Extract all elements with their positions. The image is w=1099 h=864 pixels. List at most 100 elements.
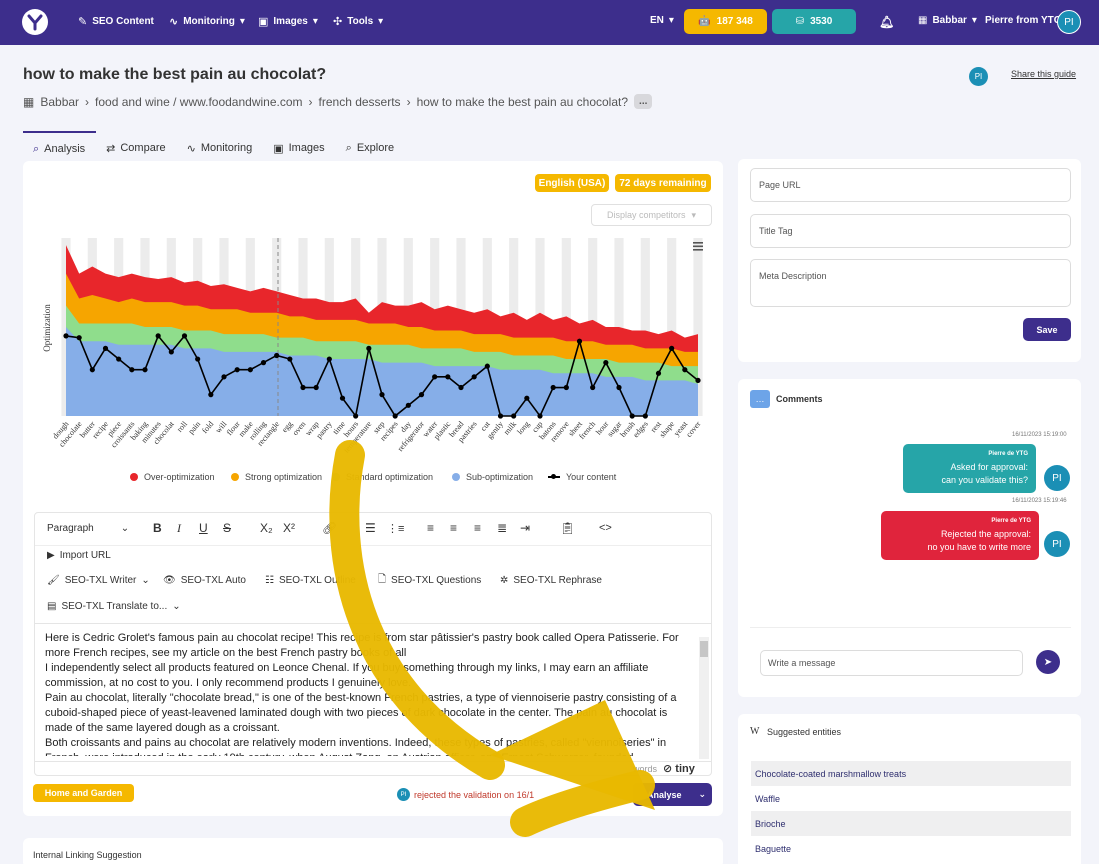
message-placeholder: Write a message	[768, 658, 836, 668]
app-logo[interactable]	[22, 9, 48, 35]
tiny-logo[interactable]: ⊘ tiny	[663, 763, 695, 775]
x-tick-label: edges	[631, 420, 650, 440]
legend-standard[interactable]: Standard optimization	[332, 472, 433, 482]
seo-writer-button[interactable]: 🖌︎ SEO-TXL Writer ⌄	[47, 575, 150, 586]
breadcrumb-item[interactable]: Babbar	[40, 94, 80, 109]
seo-auto-button[interactable]: 👁︎ SEO-TXL Auto	[163, 575, 246, 586]
tab-label: Analysis	[44, 143, 86, 155]
wikipedia-icon: W	[750, 726, 760, 737]
chevron-right-icon: ›	[85, 94, 90, 109]
chart-band	[667, 238, 677, 416]
nav-tools[interactable]: ✣ Tools ▾	[333, 15, 383, 28]
user-menu[interactable]: Pierre from YTG	[985, 15, 1062, 26]
content-point	[524, 395, 530, 401]
chevron-down-icon: ⌄	[172, 600, 181, 612]
seo-rephrase-button[interactable]: ✲ SEO-TXL Rephrase	[500, 575, 602, 586]
align-justify-icon[interactable]: ≣	[497, 521, 508, 535]
tab-explore[interactable]: ⌕ Explore	[336, 131, 405, 161]
legend-label: Your content	[566, 472, 617, 482]
entity-item[interactable]: Chocolate-coated marshmallow treats	[751, 761, 1071, 786]
meta-description-input[interactable]: Meta Description	[750, 259, 1071, 307]
editor-paragraph: Here is Cedric Grolet's famous pain au c…	[45, 632, 679, 659]
align-right-icon[interactable]: ≡	[474, 521, 482, 535]
indent-icon[interactable]: ⇥	[520, 521, 531, 535]
content-point	[260, 360, 267, 366]
comment-author: Pierre de YTG	[991, 518, 1031, 524]
entities-card	[738, 714, 1081, 864]
share-guide-link[interactable]: Share this guide	[1011, 69, 1077, 79]
message-input[interactable]: Write a message	[760, 650, 1023, 676]
comments-icon: …	[750, 390, 770, 408]
translate-icon: ▤	[47, 600, 57, 612]
breadcrumb-item[interactable]: food and wine / www.foodandwine.com	[95, 94, 303, 109]
nav-images[interactable]: ▣ Images ▾	[258, 15, 318, 28]
numbered-list-icon[interactable]: ⋮≡	[387, 522, 405, 535]
display-competitors-button[interactable]: Display competitors ▾	[591, 204, 712, 226]
chart-menu-icon[interactable]	[693, 242, 703, 251]
page-title: how to make the best pain au chocolat?	[23, 66, 327, 83]
italic-icon[interactable]: I	[177, 520, 181, 535]
chevron-down-icon: ▾	[312, 16, 318, 27]
nav-seo-content[interactable]: ✎ SEO Content	[78, 15, 154, 28]
editor-scrollbar[interactable]	[699, 637, 709, 759]
bullet-list-icon[interactable]: ☰	[365, 521, 376, 535]
import-url-button[interactable]: ▶ Import URL	[47, 550, 111, 561]
workspace-selector[interactable]: ▦ Babbar ▾	[918, 15, 977, 26]
breadcrumb-item[interactable]: french desserts	[318, 94, 401, 109]
comment-timestamp: 16/11/2023 15:19:46	[1012, 498, 1067, 504]
analyse-button[interactable]: Analyse ⌄	[633, 783, 712, 806]
legend-sub[interactable]: Sub-optimization	[452, 472, 533, 482]
seo-outline-button[interactable]: ☷ SEO-TXL Outline	[265, 575, 356, 586]
seo-translate-button[interactable]: ▤ SEO-TXL Translate to... ⌄	[47, 601, 181, 612]
bell-icon[interactable]: 🔔︎	[879, 15, 895, 29]
content-point	[471, 374, 477, 380]
content-point	[616, 384, 622, 391]
bold-icon[interactable]: B	[153, 521, 162, 535]
entity-item[interactable]: Brioche	[751, 811, 1071, 836]
content-point	[392, 413, 398, 419]
chevron-down-icon[interactable]: ⌄	[698, 789, 706, 799]
save-button[interactable]: Save	[1023, 318, 1071, 341]
legend-strong[interactable]: Strong optimization	[231, 472, 322, 482]
breadcrumb-more-button[interactable]: ...	[634, 94, 653, 109]
link-icon[interactable]: 🔗︎	[322, 521, 338, 535]
comments-title: Comments	[776, 394, 823, 404]
strikethrough-icon[interactable]: S	[223, 521, 232, 535]
page-url-input[interactable]: Page URL	[750, 168, 1071, 202]
document-icon: 🗋︎	[378, 573, 387, 585]
seo-questions-button[interactable]: 🗋︎ SEO-TXL Questions	[378, 572, 481, 589]
align-center-icon[interactable]: ≡	[450, 521, 458, 535]
subscript-icon[interactable]: X₂	[260, 521, 273, 535]
tab-monitoring[interactable]: ∿ Monitoring	[177, 131, 264, 161]
tab-analysis[interactable]: ⌕ Analysis	[23, 131, 97, 161]
paste-icon[interactable]: 📋︎	[560, 521, 576, 535]
title-tag-input[interactable]: Title Tag	[750, 214, 1071, 248]
superscript-icon[interactable]: X²	[283, 521, 295, 535]
editor-body[interactable]: Here is Cedric Grolet's famous pain au c…	[45, 631, 695, 756]
content-point	[682, 367, 688, 373]
credits-badge-secondary[interactable]: ⛁ 3530	[772, 9, 856, 34]
entity-item[interactable]: Waffle	[755, 793, 781, 804]
align-left-icon[interactable]: ≡	[427, 521, 435, 535]
tab-compare[interactable]: ⇄ Compare	[96, 131, 176, 161]
x-tick-label: fold	[200, 420, 215, 436]
legend-content[interactable]: Your content	[548, 472, 616, 482]
nav-monitoring[interactable]: ∿ Monitoring ▾	[169, 15, 245, 28]
user-avatar[interactable]: PI	[1057, 10, 1081, 34]
credits-badge-primary[interactable]: 🤖 187 348	[684, 9, 767, 34]
underline-icon[interactable]: U	[199, 521, 208, 535]
language-badge: English (USA)	[535, 174, 609, 192]
robot-icon: 🤖	[698, 16, 711, 27]
content-point	[353, 413, 359, 419]
send-icon[interactable]: ➤	[1036, 650, 1060, 674]
language-selector[interactable]: EN ▾	[650, 15, 674, 26]
entity-item[interactable]: Baguette	[755, 843, 792, 854]
legend-over[interactable]: Over-optimization	[130, 472, 215, 482]
tab-images[interactable]: ▣ Images	[263, 131, 335, 161]
legend-swatch	[452, 473, 460, 481]
content-point	[76, 335, 82, 341]
block-format-select[interactable]: Paragraph ⌄	[47, 523, 129, 534]
content-point	[642, 413, 648, 419]
content-point	[458, 384, 464, 391]
code-icon[interactable]: <>	[599, 522, 612, 534]
